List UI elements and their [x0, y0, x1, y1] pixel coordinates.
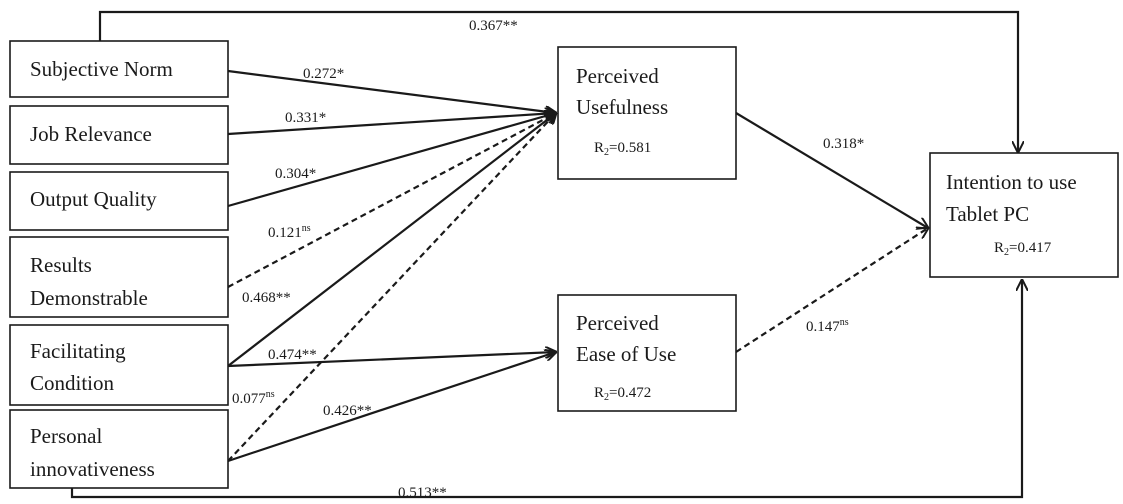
- box-subjective-norm: [9, 40, 229, 98]
- box-intention-to-use: [929, 152, 1119, 278]
- box-perceived-usefulness: [557, 46, 737, 180]
- path-pi-to-peou-line: [227, 352, 556, 463]
- box-perceived-ease-of-use: [557, 294, 737, 412]
- label-results-demonstrable-line2: Demonstrable: [30, 286, 148, 310]
- path-sn-to-itu-line: [98, 10, 1018, 152]
- path-oq-to-pu-line: [227, 113, 556, 208]
- box-facilitating-condition: [9, 324, 229, 406]
- label-facilitating-condition-line1: Facilitating: [30, 339, 126, 363]
- path-pi-to-itu-line: [70, 280, 1022, 499]
- path-rd-to-pu-line: [227, 113, 556, 288]
- box-output-quality: [9, 171, 229, 231]
- box-results-demonstrable: [9, 236, 229, 318]
- label-intention-to-use-line1: Intention to use: [946, 170, 1077, 194]
- coef-fc-to-pu: 0.468**: [242, 290, 291, 306]
- coef-pi-to-peou: 0.426**: [323, 403, 372, 419]
- label-output-quality: Output Quality: [30, 187, 157, 211]
- box-personal-innovativeness: [9, 409, 229, 489]
- label-results-demonstrable-line1: Results: [30, 253, 92, 277]
- coef-pi-to-pu: 0.077ns: [232, 389, 275, 407]
- coef-sn-to-itu: 0.367**: [469, 18, 518, 34]
- label-perceived-usefulness-line2: Usefulness: [576, 95, 668, 119]
- coef-oq-to-pu: 0.304*: [275, 166, 316, 182]
- coef-pu-to-itu: 0.318*: [823, 136, 864, 152]
- label-personal-innovativeness-line1: Personal: [30, 424, 102, 448]
- r2-intention-to-use: R2=0.417: [994, 240, 1052, 258]
- coef-jr-to-pu: 0.331*: [285, 110, 326, 126]
- coef-sn-to-pu: 0.272*: [303, 66, 344, 82]
- path-peou-to-itu-line: [735, 228, 928, 353]
- label-perceived-ease-of-use-line2: Ease of Use: [576, 342, 676, 366]
- coef-rd-to-pu: 0.121ns: [268, 223, 311, 241]
- label-perceived-usefulness-line1: Perceived: [576, 64, 659, 88]
- label-intention-to-use-line2: Tablet PC: [946, 202, 1029, 226]
- path-pu-to-itu-line: [735, 112, 928, 228]
- r2-perceived-ease-of-use: R2=0.472: [594, 385, 651, 403]
- label-subjective-norm: Subjective Norm: [30, 57, 173, 81]
- label-perceived-ease-of-use-line1: Perceived: [576, 311, 659, 335]
- path-jr-to-pu-line: [227, 113, 556, 136]
- label-personal-innovativeness-line2: innovativeness: [30, 457, 155, 481]
- path-fc-to-peou-line: [227, 352, 556, 368]
- label-facilitating-condition-line2: Condition: [30, 371, 115, 395]
- coef-fc-to-peou: 0.474**: [268, 347, 317, 363]
- label-job-relevance: Job Relevance: [30, 122, 152, 146]
- path-fc-to-pu-line: [227, 113, 556, 367]
- coef-pi-to-itu: 0.513**: [398, 485, 447, 501]
- path-sn-to-pu-line: [227, 69, 556, 113]
- coef-peou-to-itu: 0.147ns: [806, 317, 849, 335]
- r2-perceived-usefulness: R2=0.581: [594, 140, 651, 158]
- box-job-relevance: [9, 105, 229, 165]
